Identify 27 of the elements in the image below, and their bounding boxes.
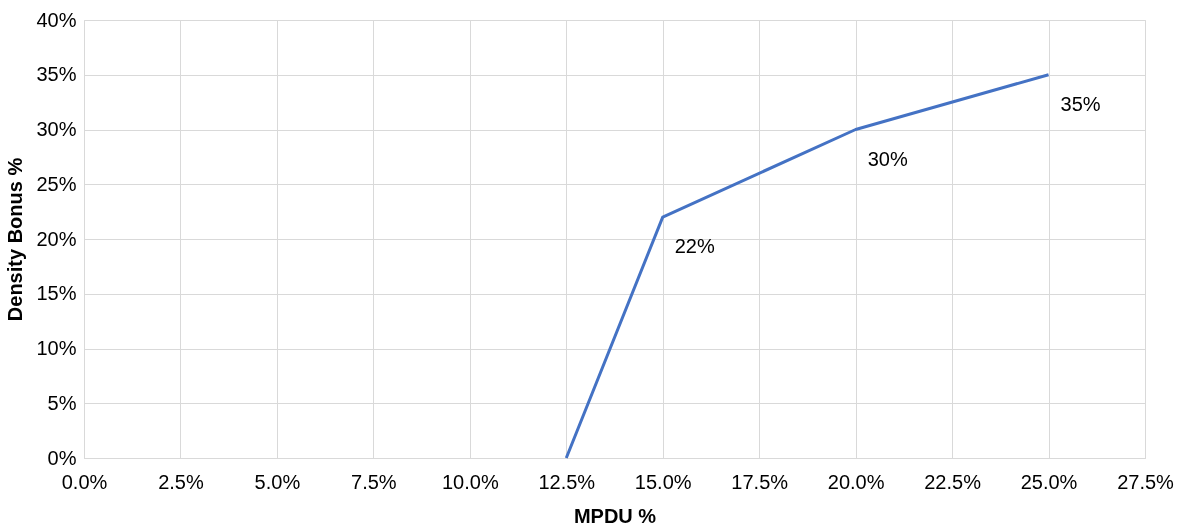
data-label: 30%: [867, 147, 908, 170]
y-tick-label: 5%: [47, 391, 77, 414]
y-tick-label: 30%: [36, 118, 77, 140]
data-label: 35%: [1060, 92, 1101, 115]
x-tick-label: 17.5%: [731, 470, 789, 493]
x-tick-label: 10.0%: [441, 470, 499, 493]
x-tick-label: 22.5%: [924, 470, 982, 493]
x-tick-label: 7.5%: [351, 470, 397, 493]
x-tick-label: 12.5%: [538, 470, 596, 493]
x-tick-label: 27.5%: [1117, 470, 1175, 493]
x-tick-label: 20.0%: [827, 470, 885, 493]
y-tick-label: 10%: [36, 337, 77, 359]
y-tick-label: 40%: [36, 8, 77, 31]
y-axis-title: Density Bonus %: [4, 157, 27, 322]
x-tick-label: 2.5%: [158, 470, 204, 493]
data-label: 22%: [674, 235, 715, 258]
line-series: [564, 73, 1051, 460]
x-tick-label: 25.0%: [1020, 470, 1078, 493]
x-tick-label: 5.0%: [254, 470, 301, 493]
x-tick-label: 0.0%: [61, 470, 108, 493]
y-tick-label: 35%: [36, 63, 77, 86]
x-axis-title: MPDU %: [573, 504, 657, 527]
y-tick-label: 20%: [36, 227, 77, 250]
y-tick-label: 15%: [36, 282, 77, 305]
y-tick-label: 0%: [47, 446, 77, 469]
y-tick-label: 25%: [36, 172, 77, 195]
x-tick-label: 15.0%: [634, 470, 692, 493]
